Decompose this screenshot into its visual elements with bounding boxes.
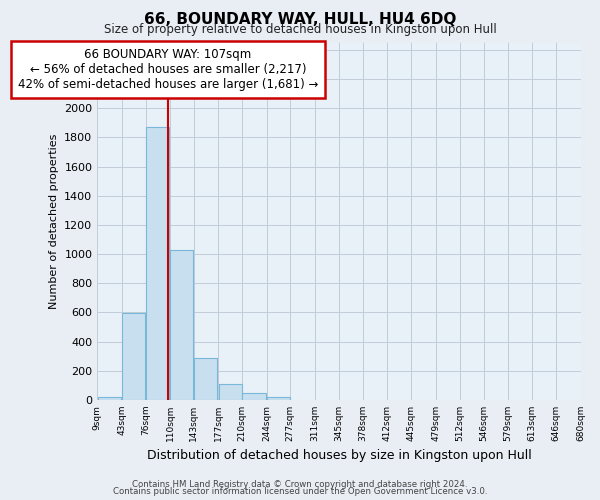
Text: 66, BOUNDARY WAY, HULL, HU4 6DQ: 66, BOUNDARY WAY, HULL, HU4 6DQ bbox=[144, 12, 456, 26]
Bar bbox=[170, 250, 193, 400]
Bar bbox=[194, 358, 217, 400]
Y-axis label: Number of detached properties: Number of detached properties bbox=[49, 134, 59, 309]
Bar bbox=[267, 397, 290, 400]
Bar bbox=[122, 313, 145, 400]
Text: Contains public sector information licensed under the Open Government Licence v3: Contains public sector information licen… bbox=[113, 487, 487, 496]
Bar bbox=[218, 384, 242, 400]
Bar bbox=[146, 127, 169, 400]
X-axis label: Distribution of detached houses by size in Kingston upon Hull: Distribution of detached houses by size … bbox=[146, 450, 531, 462]
Bar bbox=[242, 394, 266, 400]
Text: 66 BOUNDARY WAY: 107sqm
← 56% of detached houses are smaller (2,217)
42% of semi: 66 BOUNDARY WAY: 107sqm ← 56% of detache… bbox=[17, 48, 318, 92]
Text: Size of property relative to detached houses in Kingston upon Hull: Size of property relative to detached ho… bbox=[104, 22, 496, 36]
Text: Contains HM Land Registry data © Crown copyright and database right 2024.: Contains HM Land Registry data © Crown c… bbox=[132, 480, 468, 489]
Bar bbox=[98, 397, 121, 400]
